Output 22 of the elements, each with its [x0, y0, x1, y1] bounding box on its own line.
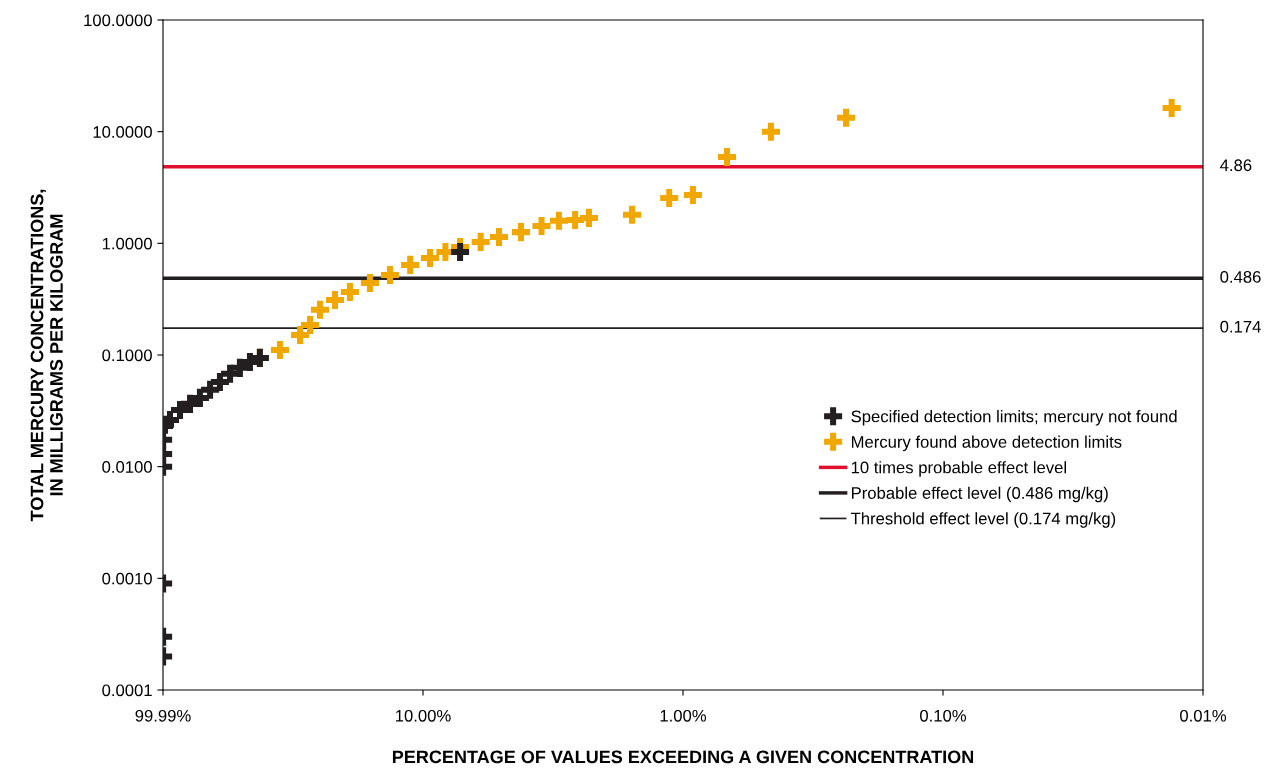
x-tick-label: 10.00% — [396, 709, 451, 722]
legend-label: Threshold effect level (0.174 mg/kg) — [850, 512, 1116, 528]
y-tick-label: 0.0100 — [102, 461, 152, 473]
y-tick-label: 100.0000 — [84, 14, 152, 27]
y-axis-title: TOTAL MERCURY CONCENTRATIONS, IN MILLIGRAMS PER KILOGRAM — [30, 189, 63, 522]
x-tick-label: 99.99% — [135, 709, 191, 722]
text: 4.86 — [1220, 159, 1252, 172]
x-tick-label: 1.00% — [660, 709, 707, 722]
y-tick-label: 10.0000 — [93, 126, 152, 138]
legend-label: Mercury found above detection limits — [851, 435, 1122, 452]
y-tick-label: 0.0001 — [102, 684, 152, 697]
x-tick-label: 0.01% — [1180, 709, 1227, 722]
x-tick-label: 0.10% — [920, 709, 967, 722]
y-tick-label: 1.0000 — [102, 237, 152, 250]
legend-label: Probable effect level (0.486 mg/kg) — [851, 486, 1108, 503]
y-tick-label: 0.1000 — [102, 349, 152, 362]
text: 0.174 — [1220, 320, 1261, 333]
x-axis-title: PERCENTAGE OF VALUES EXCEEDING A GIVEN CONCENTRATION — [392, 750, 974, 764]
legend-label: 10 times probable effect level — [851, 461, 1066, 477]
text: 0.486 — [1220, 271, 1261, 283]
legend-label: Specified detection limits; mercury not found — [851, 410, 1177, 426]
y-tick-label: 0.0010 — [102, 572, 152, 585]
